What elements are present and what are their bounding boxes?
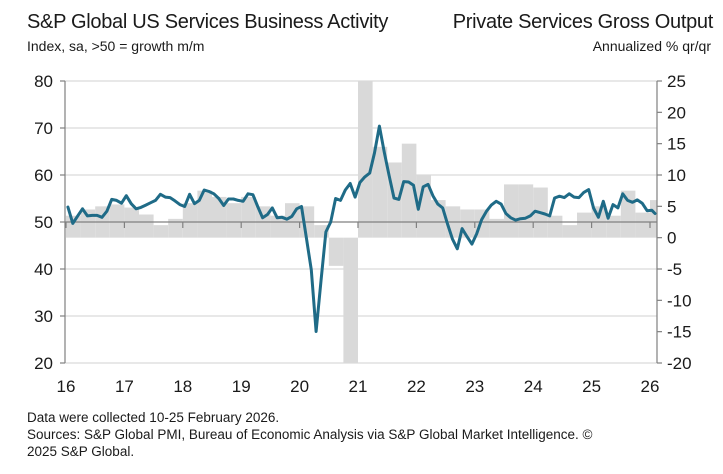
bar — [650, 200, 657, 238]
left-axis-title: S&P Global US Services Business Activity — [27, 11, 389, 33]
right-tick-label: -10 — [667, 291, 692, 310]
right-tick-label: -5 — [667, 260, 682, 279]
bar — [168, 218, 183, 238]
x-tick-label: 22 — [407, 377, 426, 396]
line-series — [66, 124, 657, 333]
x-tick-label: 24 — [524, 377, 543, 396]
footer-copyright: 2025 S&P Global. — [27, 444, 135, 459]
left-tick-label: 80 — [34, 72, 53, 91]
x-tick-label: 17 — [115, 377, 134, 396]
bar — [358, 81, 373, 238]
bar — [606, 215, 621, 238]
x-tick-label: 18 — [173, 377, 192, 396]
x-tick-label: 26 — [641, 377, 660, 396]
left-tick-label: 70 — [34, 119, 53, 138]
bar — [226, 203, 242, 238]
x-tick-label: 19 — [232, 377, 251, 396]
bar — [401, 143, 417, 238]
left-tick-label: 40 — [34, 260, 53, 279]
bar — [577, 212, 592, 238]
bar — [635, 212, 650, 238]
bar — [124, 207, 139, 238]
right-tick-label: 5 — [667, 197, 676, 216]
right-tick-label: 15 — [667, 135, 686, 154]
footer-sources: Sources: S&P Global PMI, Bureau of Econo… — [27, 427, 593, 442]
bar — [241, 196, 256, 238]
right-tick-label: 0 — [667, 229, 676, 248]
x-tick-label: 21 — [349, 377, 368, 396]
footer-collection-note: Data were collected 10-25 February 2026. — [27, 410, 280, 425]
x-tick-label: 20 — [290, 377, 309, 396]
left-tick-label: 30 — [34, 307, 53, 326]
left-axis-subtitle: Index, sa, >50 = growth m/m — [27, 38, 205, 54]
right-tick-label: 20 — [667, 103, 686, 122]
bar — [109, 204, 125, 238]
bar — [547, 215, 563, 238]
bar — [372, 146, 388, 238]
right-tick-label: 25 — [667, 72, 686, 91]
left-tick-label: 60 — [34, 166, 53, 185]
right-tick-label: 10 — [667, 166, 686, 185]
bar — [80, 209, 96, 238]
services-activity-line — [66, 124, 657, 333]
left-tick-label: 50 — [34, 213, 53, 232]
bar-series — [66, 81, 657, 363]
bar — [139, 214, 154, 238]
right-axis-subtitle: Annualized % qr/qr — [592, 38, 711, 54]
right-axis-title: Private Services Gross Output — [452, 11, 714, 33]
tick-labels: 16 17 18 19 20 21 22 23 24 25 2620304050607080-20-… — [34, 72, 692, 396]
x-tick-label: 23 — [465, 377, 484, 396]
x-tick-label: 25 — [582, 377, 601, 396]
axes — [60, 80, 662, 364]
x-tick-label: 16 — [57, 377, 76, 396]
bar — [212, 196, 227, 238]
bar — [182, 203, 198, 238]
bar — [504, 184, 519, 238]
bar — [153, 225, 169, 238]
bar — [489, 218, 504, 238]
right-tick-label: -20 — [667, 354, 692, 373]
bar — [518, 184, 534, 238]
bar — [197, 190, 212, 238]
bar — [328, 237, 344, 266]
bar — [620, 190, 636, 238]
footer-notes: Data were collected 10-25 February 2026.… — [27, 409, 717, 460]
bar — [343, 237, 358, 363]
bar — [562, 225, 577, 238]
right-tick-label: -15 — [667, 323, 692, 342]
bar — [66, 215, 81, 238]
bar — [270, 215, 285, 238]
left-tick-label: 20 — [34, 354, 53, 373]
